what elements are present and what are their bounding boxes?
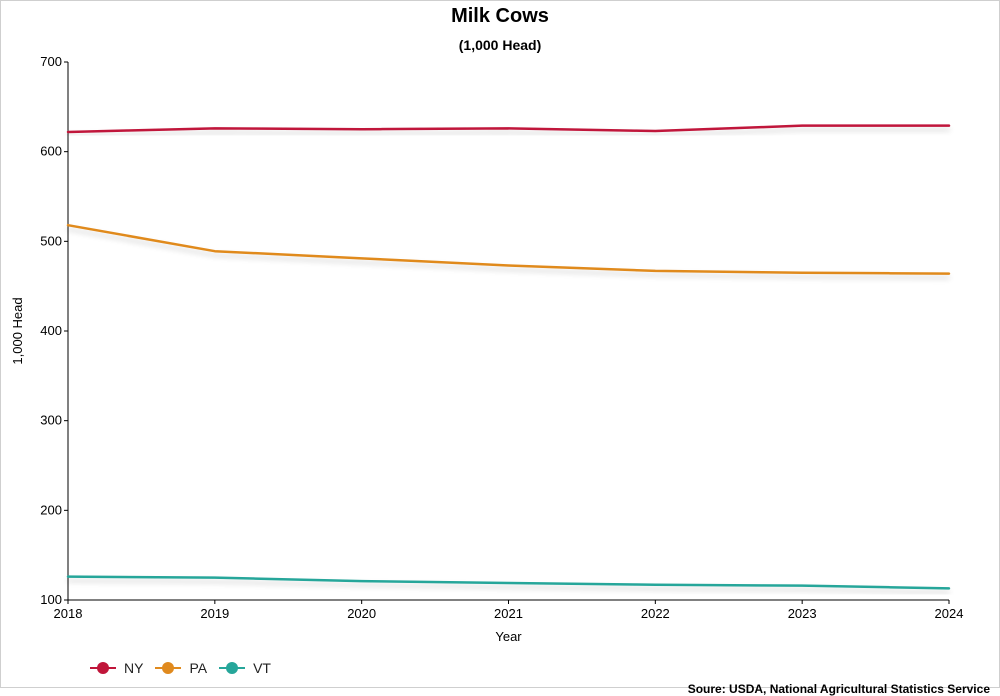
x-tick-label: 2023 bbox=[788, 606, 817, 621]
legend-item-vt[interactable]: VT bbox=[219, 660, 271, 676]
y-tick-label: 400 bbox=[40, 323, 62, 338]
source-note: Soure: USDA, National Agricultural Stati… bbox=[687, 682, 990, 696]
x-tick-label: 2018 bbox=[54, 606, 83, 621]
legend-marker-icon bbox=[219, 660, 246, 676]
legend-marker-icon bbox=[155, 660, 182, 676]
y-axis-label: 1,000 Head bbox=[10, 297, 25, 364]
x-tick-label: 2020 bbox=[347, 606, 376, 621]
chart-legend: NY PA VT bbox=[90, 660, 283, 676]
legend-item-pa[interactable]: PA bbox=[155, 660, 207, 676]
series-line-pa bbox=[66, 223, 951, 275]
x-tick-label: 2024 bbox=[935, 606, 964, 621]
legend-label: VT bbox=[253, 660, 271, 676]
chart-title: Milk Cows bbox=[451, 5, 549, 27]
legend-marker-icon bbox=[90, 660, 116, 676]
legend-label: PA bbox=[189, 660, 208, 676]
chart-subtitle: (1,000 Head) bbox=[458, 37, 542, 53]
y-tick-label: 600 bbox=[40, 144, 62, 159]
y-tick-label: 500 bbox=[40, 233, 62, 248]
x-axis-label: Year bbox=[495, 629, 522, 644]
x-tick-label: 2021 bbox=[494, 606, 523, 621]
legend-item-ny[interactable]: NY bbox=[90, 660, 143, 676]
y-tick-label: 200 bbox=[40, 502, 62, 517]
y-tick-label: 700 bbox=[40, 54, 62, 69]
series-line-vt bbox=[66, 575, 951, 590]
x-tick-label: 2022 bbox=[641, 606, 670, 621]
legend-label: NY bbox=[124, 660, 144, 676]
y-tick-label: 100 bbox=[40, 592, 62, 607]
y-tick-label: 300 bbox=[40, 413, 62, 428]
x-tick-label: 2019 bbox=[200, 606, 229, 621]
series-line-ny bbox=[66, 124, 951, 134]
